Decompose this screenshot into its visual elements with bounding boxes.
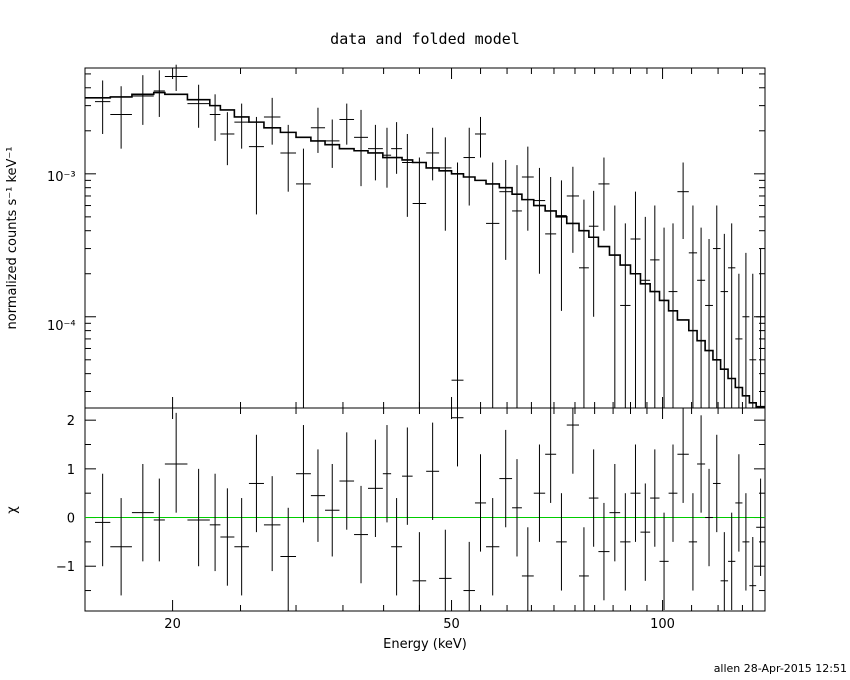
x-tick-label: 100: [650, 617, 675, 632]
top-panel: 10⁻³ 10⁻⁴ normalized counts s⁻¹ keV⁻¹: [5, 64, 766, 409]
x-tick-labels: 20 50 100: [164, 617, 675, 632]
x-tick-label: 20: [164, 617, 181, 632]
model-step-line: [85, 91, 765, 408]
bottom-panel: −1 0 1 2 χ: [5, 407, 766, 612]
model-curve: [85, 91, 765, 408]
bottom-y-axis-label: χ: [5, 506, 20, 514]
residual-points: [94, 408, 765, 611]
bottom-ytick-label: 1: [67, 463, 75, 478]
top-ytick-label-1e-4: 10⁻⁴: [47, 319, 76, 334]
top-panel-frame: [84, 67, 766, 409]
top-ytick-label-1e-3: 10⁻³: [47, 170, 76, 185]
bottom-panel-frame: [84, 407, 766, 612]
x-tick-label: 50: [443, 617, 460, 632]
bottom-ytick-label: −1: [56, 560, 75, 575]
bottom-ytick-label: 2: [67, 414, 75, 429]
top-y-axis-label: normalized counts s⁻¹ keV⁻¹: [5, 147, 20, 330]
chart-title: data and folded model: [330, 30, 520, 48]
footer-timestamp: allen 28-Apr-2015 12:51: [714, 662, 847, 675]
top-panel-ticks: [84, 68, 766, 408]
bottom-ytick-labels: −1 0 1 2: [56, 414, 75, 575]
bottom-ytick-label: 0: [67, 512, 75, 527]
data-points: [94, 64, 765, 408]
x-axis-label: Energy (keV): [383, 637, 467, 652]
